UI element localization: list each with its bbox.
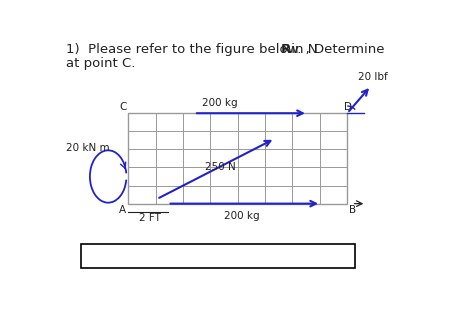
Bar — [128, 113, 347, 204]
Text: in N: in N — [287, 43, 317, 56]
Text: 200 kg: 200 kg — [224, 211, 260, 221]
Text: 20 lbf: 20 lbf — [358, 72, 388, 82]
Text: 250 N: 250 N — [205, 163, 236, 172]
Text: 2 FT: 2 FT — [139, 213, 161, 223]
Text: 20 kN m: 20 kN m — [66, 142, 110, 153]
Bar — [81, 244, 355, 268]
Text: C: C — [119, 102, 126, 112]
Text: D: D — [344, 102, 351, 112]
Text: at point C.: at point C. — [66, 57, 136, 70]
Text: A: A — [119, 205, 126, 215]
Text: R: R — [281, 43, 292, 56]
Text: B: B — [349, 205, 356, 215]
Text: 200 kg: 200 kg — [203, 98, 238, 108]
Text: 1)  Please refer to the figure below. , Determine: 1) Please refer to the figure below. , D… — [66, 43, 389, 56]
